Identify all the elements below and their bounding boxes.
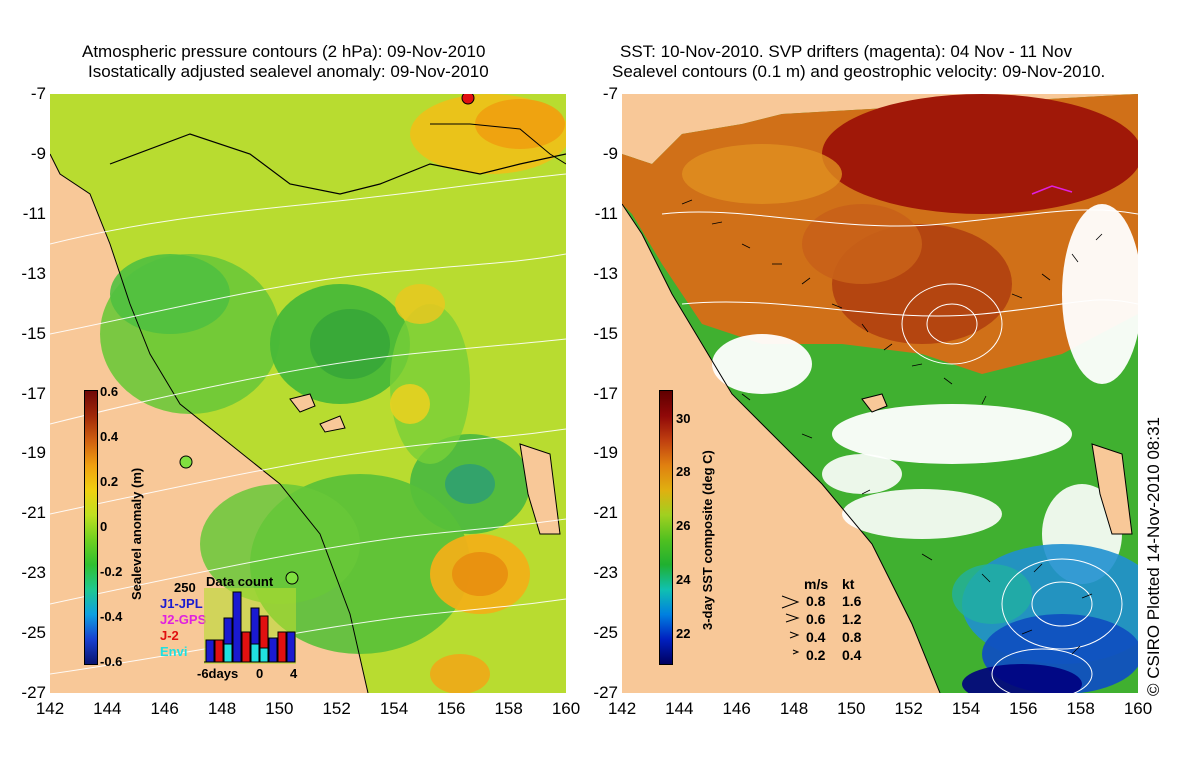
left-title-line1: Atmospheric pressure contours (2 hPa): 0… [82, 42, 486, 61]
left-lat-label: -25 [21, 623, 46, 643]
left-lon-label: 144 [93, 699, 122, 718]
sealevel-tick-1: 0.4 [100, 429, 119, 444]
sst-map [622, 94, 1138, 693]
left-lat-label: -27 [21, 683, 46, 702]
left-lat-label: -15 [21, 323, 46, 343]
sealevel-tick-0: 0.6 [100, 384, 119, 399]
left-lon-label: 158 [494, 699, 523, 718]
right-lon-label: 156 [1009, 699, 1038, 718]
sealevel-tick-3: 0 [100, 519, 108, 534]
right-lat-label: -11 [594, 203, 618, 223]
sealevel-tick-4: -0.2 [100, 564, 123, 579]
data-count-xlabel-start: -6days [197, 666, 239, 681]
right-lon-label: 152 [894, 699, 923, 718]
right-title-line2: Sealevel contours (0.1 m) and geostrophi… [612, 62, 1106, 81]
left-lat-label: -9 [30, 143, 46, 163]
right-lat-label: -23 [593, 563, 618, 583]
left-lat-label: -13 [21, 263, 46, 283]
left-lat-label: -21 [21, 503, 46, 523]
sat-envi: Envi [160, 644, 188, 659]
sst-tick-26: 26 [676, 518, 691, 533]
sealevel-tick-6: -0.6 [100, 654, 123, 669]
right-lat-label: -15 [593, 323, 618, 343]
sst-tick-30: 30 [676, 411, 691, 426]
sst-tick-28: 28 [676, 464, 691, 479]
left-lon-label: 152 [322, 699, 351, 718]
left-lat-label: -23 [21, 563, 46, 583]
velocity-row-1-kt: 1.2 [842, 611, 862, 627]
data-count-histogram [204, 588, 296, 664]
left-lat-label: -17 [21, 383, 46, 403]
right-lon-label: 158 [1066, 699, 1095, 718]
sat-j-2: J-2 [160, 628, 179, 643]
left-lon-label: 160 [551, 699, 581, 718]
left-title-line2: Isostatically adjusted sealevel anomaly:… [88, 62, 489, 81]
velocity-scale-arrows [781, 595, 800, 655]
right-lon-label: 154 [951, 699, 981, 718]
right-lat-label: -25 [593, 623, 618, 643]
right-lon-label: 144 [665, 699, 694, 718]
velocity-row-1-ms: 0.6 [806, 611, 826, 627]
right-lat-label: -27 [593, 683, 618, 702]
right-title-line1: SST: 10-Nov-2010. SVP drifters (magenta)… [620, 42, 1072, 61]
data-count-title: Data count [206, 574, 274, 589]
left-lon-label: 156 [437, 699, 466, 718]
velocity-row-3-ms: 0.2 [806, 647, 826, 663]
velocity-header-ms: m/s [804, 576, 829, 592]
sat-j1-jpl: J1-JPL [160, 596, 203, 611]
left-lat-label: -7 [30, 84, 46, 103]
left-lon-label: 148 [207, 699, 237, 718]
left-lat-label: -11 [22, 203, 46, 223]
left-lon-label: 154 [379, 699, 409, 718]
velocity-row-0-kt: 1.6 [842, 593, 862, 609]
sealevel-colorbar-label: Sealevel anomaly (m) [129, 467, 144, 600]
sealevel-tick-2: 0.2 [100, 474, 119, 489]
left-lon-label: 142 [35, 699, 65, 718]
right-lat-label: -19 [593, 443, 618, 463]
right-lat-label: -21 [593, 503, 618, 523]
sealevel-colorbar [84, 390, 98, 665]
sst-tick-22: 22 [676, 626, 691, 641]
right-map-panel [622, 94, 1138, 693]
left-lon-label: 150 [265, 699, 294, 718]
right-lat-label: -13 [593, 263, 618, 283]
sat-j2-gps: J2-GPS [160, 612, 207, 627]
right-lon-label: 146 [722, 699, 751, 718]
sst-tick-24: 24 [676, 572, 691, 587]
velocity-row-2-kt: 0.8 [842, 629, 862, 645]
data-count-xlabel-end: 4 [290, 666, 298, 681]
left-map-panel [50, 94, 566, 693]
right-lat-label: -17 [593, 383, 618, 403]
right-lon-label: 160 [1123, 699, 1153, 718]
right-lon-label: 142 [607, 699, 637, 718]
left-lon-label: 146 [150, 699, 179, 718]
velocity-row-0-ms: 0.8 [806, 593, 826, 609]
right-lat-label: -7 [602, 84, 618, 103]
right-lon-label: 148 [779, 699, 809, 718]
data-count-max: 250 [174, 580, 196, 595]
sst-colorbar [659, 390, 673, 665]
sealevel-map [50, 94, 566, 693]
right-lon-label: 150 [837, 699, 866, 718]
sst-colorbar-label: 3-day SST composite (deg C) [700, 450, 715, 630]
right-lat-label: -9 [602, 143, 618, 163]
csiro-credit: © CSIRO Plotted 14-Nov-2010 08:31 [1144, 416, 1163, 696]
velocity-row-2-ms: 0.4 [806, 629, 826, 645]
data-count-xlabel-zero: 0 [256, 666, 264, 681]
sealevel-tick-5: -0.4 [100, 609, 123, 624]
velocity-row-3-kt: 0.4 [842, 647, 862, 663]
left-lat-label: -19 [21, 443, 46, 463]
velocity-header-kt: kt [842, 576, 855, 592]
